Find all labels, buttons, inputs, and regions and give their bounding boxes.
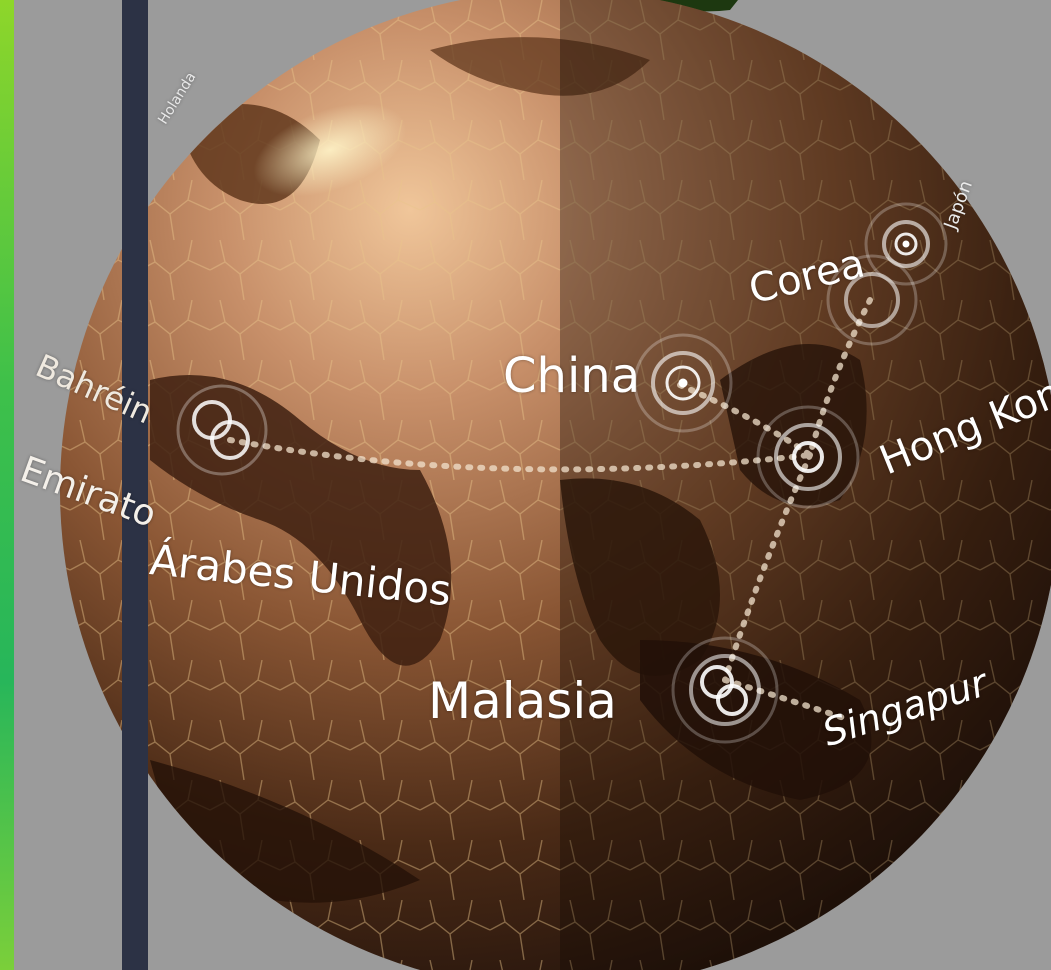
label-china: China — [503, 348, 641, 404]
marker-corea — [826, 202, 948, 346]
marker-china — [633, 333, 733, 433]
marker-hong-kong — [756, 405, 860, 509]
label-malasia: Malasia — [428, 672, 617, 730]
green-edge-strip — [0, 0, 14, 970]
left-dark-bar — [122, 0, 148, 970]
marker-emiratos — [176, 384, 268, 476]
marker-malasia — [671, 636, 779, 744]
